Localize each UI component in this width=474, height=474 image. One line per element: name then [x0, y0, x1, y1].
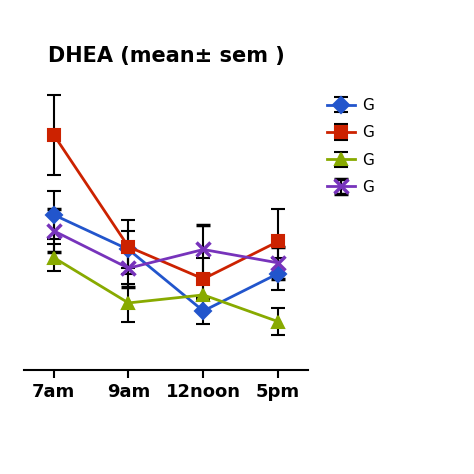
Legend: G, G, G, G: G, G, G, G	[327, 98, 374, 195]
Title: DHEA (mean± sem ): DHEA (mean± sem )	[47, 46, 284, 66]
